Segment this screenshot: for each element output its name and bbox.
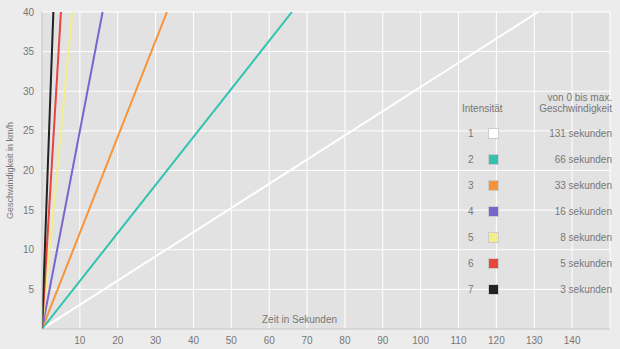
svg-text:110: 110: [451, 335, 467, 346]
svg-text:15: 15: [23, 205, 35, 216]
svg-text:30: 30: [23, 86, 35, 97]
svg-text:30: 30: [150, 335, 162, 346]
svg-text:40: 40: [23, 7, 35, 18]
html-text:von 0 bis max. Geschwindigkeit: von 0 bis max. Geschwindigkeit: [539, 92, 612, 114]
html-text:6: 6: [468, 257, 474, 269]
html-text:1: 1: [468, 127, 474, 139]
html-text:66 sekunden: 66 sekunden: [554, 153, 612, 165]
svg-text:5: 5: [28, 284, 34, 295]
svg-text:50: 50: [226, 335, 238, 346]
svg-text:120: 120: [488, 335, 505, 346]
html-text:5: 5: [468, 231, 474, 243]
svg-text:100: 100: [412, 335, 429, 346]
html-text:5 sekunden: 5 sekunden: [560, 257, 612, 269]
svg-text:20: 20: [23, 165, 35, 176]
svg-text:20: 20: [112, 335, 124, 346]
html-text:3: 3: [468, 179, 474, 191]
html-text:131 sekunden: 131 sekunden: [549, 127, 612, 139]
html-text:33 sekunden: 33 sekunden: [554, 179, 612, 191]
svg-text:80: 80: [339, 335, 351, 346]
svg-text:Geschwindigkeit in km/h: Geschwindigkeit in km/h: [5, 122, 15, 219]
svg-text:60: 60: [264, 335, 276, 346]
svg-text:10: 10: [23, 244, 35, 255]
svg-text:40: 40: [188, 335, 200, 346]
svg-text:90: 90: [377, 335, 389, 346]
svg-text:140: 140: [564, 335, 581, 346]
svg-text:130: 130: [526, 335, 543, 346]
svg-text:10: 10: [74, 335, 86, 346]
svg-text:70: 70: [302, 335, 314, 346]
html-text:3 sekunden: 3 sekunden: [560, 283, 612, 295]
html-text:Zeit in Sekunden: Zeit in Sekunden: [262, 314, 338, 325]
html-text:8 sekunden: 8 sekunden: [560, 231, 612, 243]
html-text:4: 4: [468, 205, 474, 217]
svg-text:35: 35: [23, 46, 35, 57]
html-text:7: 7: [468, 283, 474, 295]
html-text:Intensität: Intensität: [462, 103, 503, 114]
svg-text:25: 25: [23, 125, 35, 136]
html-text:2: 2: [468, 153, 474, 165]
html-text:16 sekunden: 16 sekunden: [554, 205, 612, 217]
